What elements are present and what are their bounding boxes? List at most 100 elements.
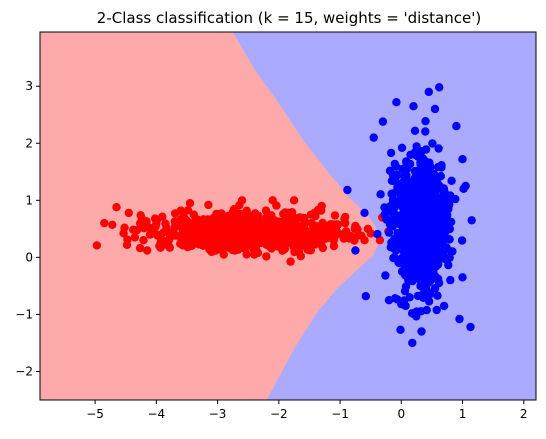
data-point [446, 275, 455, 285]
data-point [455, 314, 464, 324]
data-point [439, 184, 448, 193]
data-point [424, 87, 433, 97]
data-point [297, 223, 306, 232]
data-point [434, 144, 443, 153]
data-point [345, 234, 354, 243]
data-point [437, 163, 446, 172]
data-point [262, 252, 271, 261]
data-point [369, 133, 378, 142]
data-point [395, 219, 404, 229]
data-point [250, 250, 259, 259]
data-point [417, 327, 426, 336]
data-point [461, 181, 470, 191]
data-point [281, 208, 290, 217]
data-point [430, 104, 440, 114]
data-point [227, 235, 237, 244]
data-point [389, 253, 398, 263]
data-point [240, 244, 250, 253]
data-point [390, 237, 399, 246]
data-point [396, 325, 405, 334]
data-point [432, 305, 441, 315]
data-point [435, 83, 444, 92]
x-tick-label: −2 [270, 407, 288, 421]
data-point [213, 239, 222, 248]
data-point [181, 225, 190, 234]
data-point [409, 102, 418, 111]
data-point [329, 241, 339, 251]
data-point [286, 257, 295, 266]
data-point [392, 98, 401, 107]
data-point [155, 241, 164, 251]
data-point [422, 259, 431, 269]
data-point [319, 231, 328, 241]
data-point [410, 249, 420, 258]
data-point [384, 296, 394, 305]
data-point [316, 221, 325, 231]
data-point [139, 236, 148, 245]
data-point [289, 196, 299, 205]
data-point [165, 243, 174, 252]
data-point [145, 223, 154, 232]
data-point [229, 205, 239, 214]
data-point [378, 117, 388, 126]
data-point [268, 196, 277, 205]
axes: −5 −4 −3 −2 −1 0 1 2 −2 −1 0 1 2 3 [15, 31, 537, 421]
data-point [192, 226, 201, 235]
axes-frame [39, 31, 537, 401]
data-point [386, 148, 396, 158]
data-point [155, 231, 164, 241]
data-point [433, 291, 442, 300]
data-point [444, 221, 453, 230]
data-point [191, 219, 200, 228]
data-point [373, 229, 382, 239]
data-point [447, 176, 456, 185]
data-point [436, 225, 445, 235]
data-point [380, 210, 389, 219]
data-point [458, 155, 467, 164]
data-point [230, 223, 239, 233]
data-point [406, 270, 415, 279]
data-point [390, 199, 399, 208]
data-point [388, 222, 397, 231]
plot-area [40, 32, 536, 400]
data-point [274, 242, 283, 251]
data-point [400, 286, 410, 296]
data-point [446, 191, 455, 200]
data-point [137, 214, 146, 223]
data-point [200, 232, 210, 241]
data-point [412, 307, 421, 316]
data-point [397, 299, 406, 309]
x-tick-label: −5 [86, 407, 104, 421]
data-point [326, 220, 335, 229]
data-point [425, 158, 434, 167]
data-point [208, 216, 217, 225]
data-point [458, 273, 467, 282]
data-point [402, 162, 412, 171]
data-point [415, 173, 424, 182]
data-point [417, 216, 426, 225]
data-point [410, 166, 420, 176]
x-tick-label: 0 [397, 407, 405, 421]
data-point [187, 240, 196, 249]
data-point [434, 278, 444, 288]
data-point [209, 226, 218, 236]
data-point [366, 229, 375, 238]
data-point [250, 209, 260, 218]
data-point [297, 233, 307, 242]
data-point [439, 203, 448, 212]
data-point [129, 225, 138, 234]
y-tick-label: 2 [25, 136, 33, 150]
data-point [466, 322, 475, 332]
data-point [410, 126, 420, 135]
data-point [135, 243, 145, 253]
y-tick-label: 3 [25, 79, 33, 93]
data-point [267, 211, 276, 220]
data-point [256, 238, 265, 247]
data-point [108, 220, 117, 229]
data-point [343, 185, 352, 195]
data-point [309, 234, 319, 244]
y-tick-label: −2 [15, 364, 33, 378]
data-point [444, 260, 453, 270]
data-point [421, 236, 430, 246]
